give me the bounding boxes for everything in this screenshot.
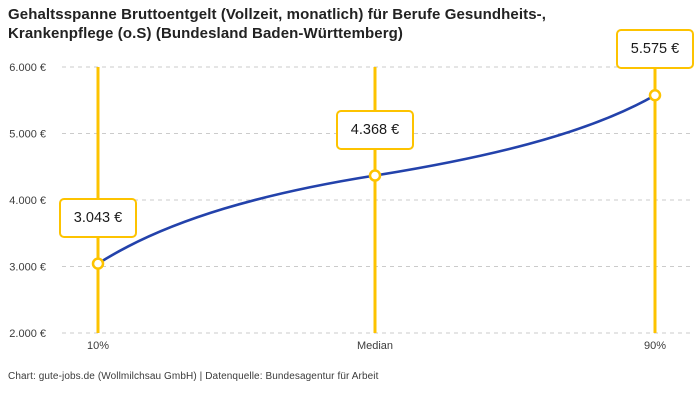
data-point-marker-1 bbox=[368, 169, 382, 182]
chart-credit: Chart: gute-jobs.de (Wollmilchsau GmbH) … bbox=[8, 371, 379, 382]
chart-title-line2: Krankenpflege (o.S) (Bundesland Baden-Wü… bbox=[8, 25, 404, 42]
y-axis-tick-label: 6.000 € bbox=[9, 62, 46, 74]
x-axis-label-median: Median bbox=[356, 340, 394, 352]
data-point-marker-0 bbox=[91, 257, 105, 270]
chart-title: Gehaltsspanne Bruttoentgelt (Vollzeit, m… bbox=[8, 5, 648, 43]
y-axis-tick-label: 2.000 € bbox=[9, 328, 46, 340]
data-point-marker-2 bbox=[648, 89, 662, 102]
chart-title-line1: Gehaltsspanne Bruttoentgelt (Vollzeit, m… bbox=[8, 6, 547, 23]
x-axis-label-10pct: 10% bbox=[86, 340, 110, 352]
x-axis-label-90pct: 90% bbox=[643, 340, 667, 352]
value-label-10pct: 3.043 € bbox=[59, 197, 137, 238]
y-axis-tick-label: 4.000 € bbox=[9, 195, 46, 207]
y-axis-tick-label: 5.000 € bbox=[9, 129, 46, 141]
value-label-90pct: 5.575 € bbox=[616, 29, 694, 70]
y-axis-tick-label: 3.000 € bbox=[9, 262, 46, 274]
value-label-median: 4.368 € bbox=[336, 109, 414, 150]
